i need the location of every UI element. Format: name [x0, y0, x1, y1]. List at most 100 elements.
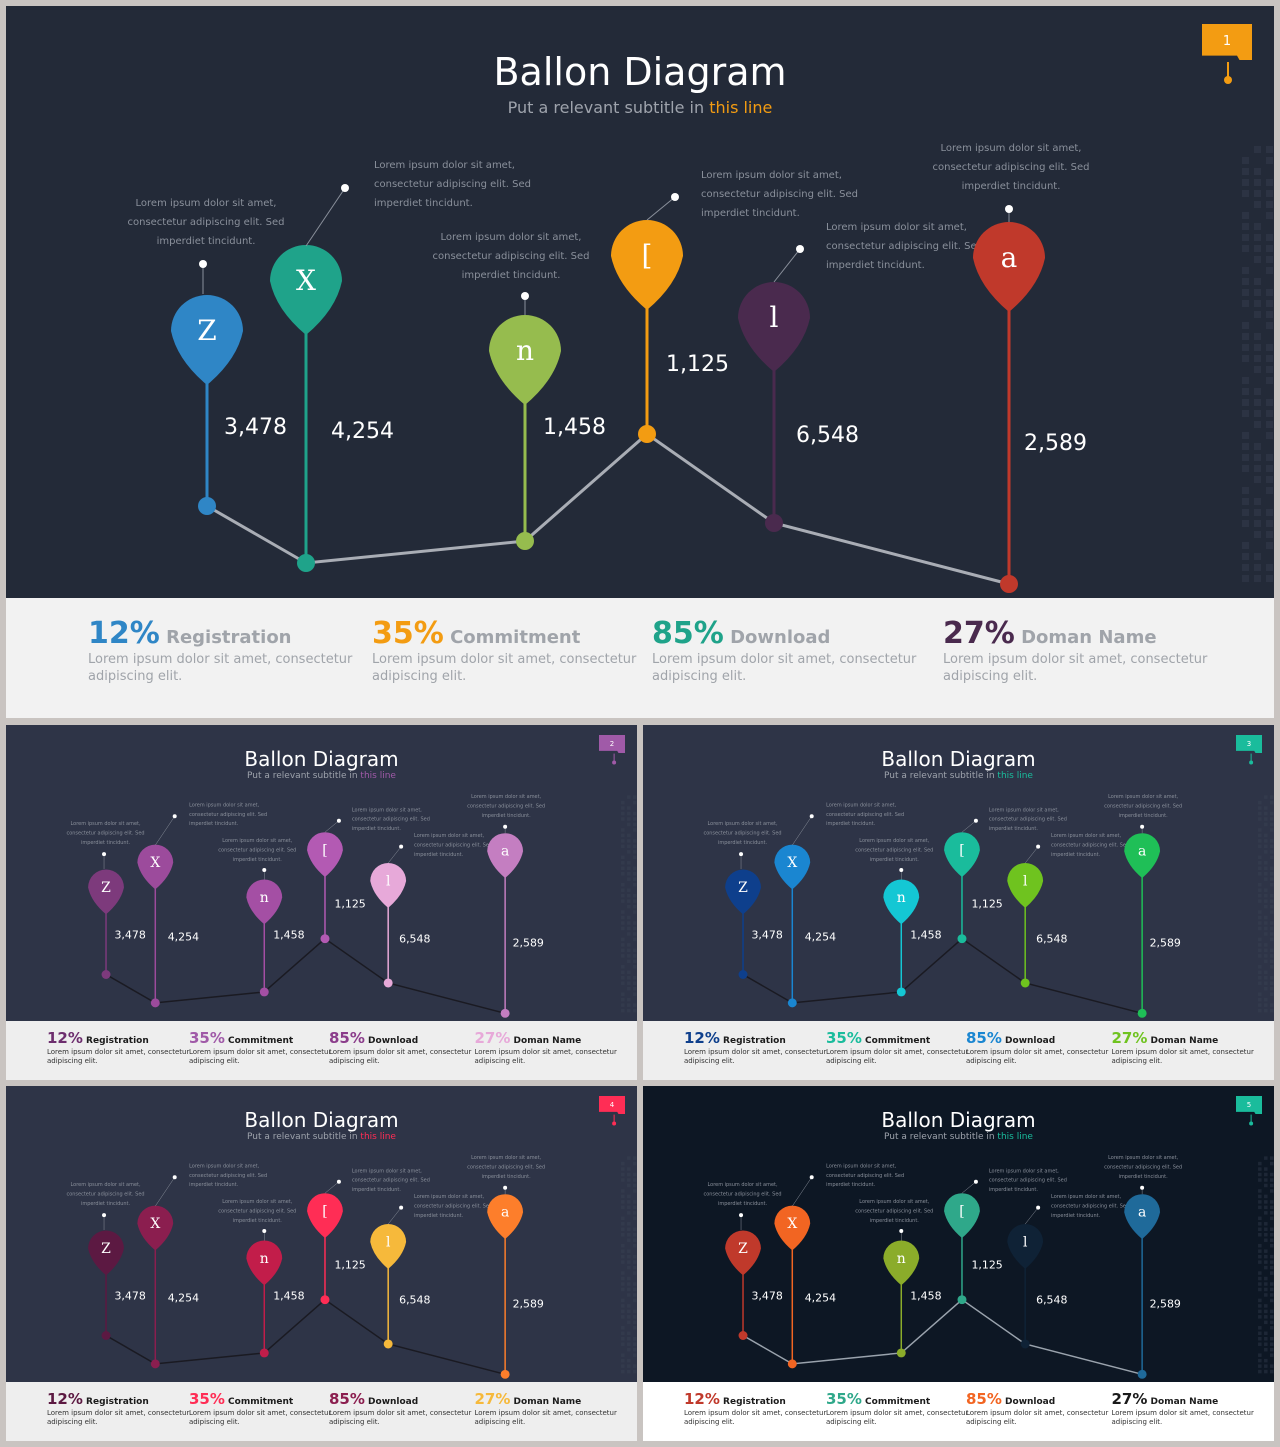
balloon-4: [Lorem ipsum dolor sit amet, consectetur …	[611, 170, 858, 443]
balloon-shape	[1124, 1194, 1161, 1239]
stat-percent: 85%	[966, 1390, 1002, 1408]
stat-description: Lorem ipsum dolor sit amet, consectetur a…	[826, 1048, 969, 1065]
value-label: 1,458	[910, 929, 941, 942]
balloon-shape	[944, 1193, 980, 1238]
balloon-4: [Lorem ipsum dolor sit amet, consectetur …	[307, 1168, 430, 1305]
slide-2: Ballon Diagram Put a relevant subtitle in…	[6, 725, 637, 1080]
balloon-5: l Lorem ipsum dolor sit amet, consectetur …	[738, 222, 983, 532]
balloon-5: l Lorem ipsum dolor sit amet, consectetur …	[370, 1194, 492, 1349]
balloon-3: n Lorem ipsum dolor sit amet, consectetur …	[855, 1199, 942, 1358]
grid-decoration	[621, 795, 637, 1013]
slide-title: Ballon Diagram	[881, 1108, 1036, 1132]
stat-label: Doman Name	[510, 1397, 582, 1407]
balloon-note: Lorem ipsum dolor sit amet, consectetur a…	[189, 802, 267, 827]
slide-number-badge: 2	[599, 735, 625, 753]
balloon-note: Lorem ipsum dolor sit amet, consectetur a…	[1104, 794, 1182, 819]
balloon-4: [Lorem ipsum dolor sit amet, consectetur …	[307, 807, 430, 944]
stat-label: Doman Name	[510, 1036, 582, 1046]
balloon-note: Lorem ipsum dolor sit amet, consectetur a…	[414, 833, 492, 858]
balloon-letter: Z	[101, 880, 111, 896]
stats-panel: 12% Registration Lorem ipsum dolor sit am…	[6, 598, 1274, 718]
stat-percent: 27%	[1111, 1390, 1148, 1408]
stat-label: Commitment	[443, 627, 581, 648]
stat-percent: 35%	[189, 1390, 225, 1408]
data-point	[320, 934, 330, 944]
value-label: 1,458	[910, 1290, 941, 1303]
balloon-6: a Lorem ipsum dolor sit amet, consectetur …	[932, 143, 1090, 593]
stat-percent: 85%	[652, 616, 724, 651]
slide-canvas: Ballon Diagram Put a relevant subtitle in…	[643, 1086, 1274, 1382]
balloon-note: Lorem ipsum dolor sit amet, consectetur a…	[826, 802, 904, 827]
slide-5: Ballon Diagram Put a relevant subtitle in…	[643, 1086, 1274, 1441]
slide-title: Ballon Diagram	[881, 747, 1036, 771]
balloon-shape	[171, 295, 243, 385]
data-point	[765, 514, 783, 532]
stat-description: Lorem ipsum dolor sit amet, consectetur a…	[189, 1048, 332, 1065]
balloon-note: Lorem ipsum dolor sit amet, consectetur a…	[432, 232, 589, 281]
stats-panel: 12% Registration Lorem ipsum dolor sit am…	[6, 1021, 637, 1080]
stat-percent: 35%	[189, 1029, 225, 1047]
stat-label: Registration	[719, 1036, 786, 1046]
stat-label: Registration	[159, 627, 292, 648]
balloon-chart: Z Lorem ipsum dolor sit amet, consectetur …	[127, 62, 1273, 593]
stat-label: Commitment	[861, 1036, 931, 1046]
stat-description: Lorem ipsum dolor sit amet, consectetur a…	[329, 1409, 472, 1426]
stat-label: Commitment	[224, 1397, 294, 1407]
balloon-shape	[725, 869, 761, 915]
data-point	[383, 1339, 393, 1349]
balloon-1: Z Lorem ipsum dolor sit amet, consectetur …	[127, 198, 287, 515]
balloon-note: Lorem ipsum dolor sit amet, consectetur a…	[67, 821, 145, 846]
value-label: 4,254	[331, 419, 394, 444]
stat-percent: 35%	[826, 1029, 862, 1047]
balloon-letter: X	[150, 1216, 160, 1232]
slide-subtitle: Put a relevant subtitle in this line	[247, 771, 396, 781]
balloon-letter: Z	[738, 1241, 748, 1257]
stat-percent: 12%	[684, 1029, 720, 1047]
value-label: 2,589	[1024, 431, 1087, 456]
balloon-chart: Z Lorem ipsum dolor sit amet, consectetur …	[67, 753, 637, 1018]
balloon-1: Z Lorem ipsum dolor sit amet, consectetur …	[704, 1182, 783, 1340]
balloon-note: Lorem ipsum dolor sit amet, consectetur a…	[374, 160, 531, 209]
slide-canvas: Ballon Diagram Put a relevant subtitle in…	[643, 725, 1274, 1021]
balloon-note: Lorem ipsum dolor sit amet, consectetur a…	[218, 838, 296, 863]
stat-commitment: 35% Commitment Lorem ipsum dolor sit amet…	[189, 1390, 331, 1427]
balloon-shape	[774, 1205, 811, 1251]
balloon-shape	[487, 1194, 524, 1239]
grid-decoration	[621, 1156, 637, 1374]
balloon-letter: [	[959, 843, 964, 859]
balloon-shape	[973, 222, 1045, 312]
stat-doman-name: 27% Doman Name Lorem ipsum dolor sit amet…	[1112, 1390, 1254, 1427]
stat-description: Lorem ipsum dolor sit amet, consectetur a…	[47, 1048, 190, 1065]
stat-description: Lorem ipsum dolor sit amet, consectetur a…	[474, 1409, 617, 1426]
value-label: 1,125	[334, 897, 365, 910]
stat-label: Commitment	[224, 1036, 294, 1046]
balloon-2: X Lorem ipsum dolor sit amet, consectetur …	[137, 1163, 267, 1369]
balloon-note: Lorem ipsum dolor sit amet, consectetur a…	[704, 1182, 782, 1207]
balloon-shape	[725, 1230, 761, 1276]
data-point	[1020, 1339, 1030, 1349]
stat-description: Lorem ipsum dolor sit amet, consectetur a…	[943, 652, 1208, 684]
stat-description: Lorem ipsum dolor sit amet, consectetur a…	[966, 1409, 1109, 1426]
stat-commitment: 35% Commitment Lorem ipsum dolor sit amet…	[826, 1390, 968, 1427]
stat-download: 85% Download Lorem ipsum dolor sit amet, …	[966, 1390, 1108, 1427]
stat-label: Doman Name	[1147, 1036, 1219, 1046]
balloon-note: Lorem ipsum dolor sit amet, consectetur a…	[352, 1168, 430, 1193]
balloon-shape	[883, 1240, 920, 1286]
balloon-shape	[1007, 863, 1044, 908]
data-point	[787, 998, 797, 1008]
stat-description: Lorem ipsum dolor sit amet, consectetur a…	[329, 1048, 472, 1065]
value-label: 4,254	[805, 931, 836, 944]
balloon-letter: n	[516, 334, 534, 367]
balloon-letter: l	[770, 301, 779, 334]
stat-description: Lorem ipsum dolor sit amet, consectetur a…	[684, 1409, 827, 1426]
balloon-note: Lorem ipsum dolor sit amet, consectetur a…	[467, 1155, 545, 1180]
value-label: 6,548	[796, 423, 859, 448]
stat-label: Download	[723, 627, 831, 648]
value-label: 4,254	[168, 1292, 199, 1305]
stat-registration: 12% Registration Lorem ipsum dolor sit am…	[47, 1029, 189, 1066]
stat-percent: 12%	[47, 1390, 83, 1408]
balloon-letter: X	[787, 1216, 797, 1232]
balloon-letter: a	[1001, 241, 1018, 274]
balloon-shape	[88, 869, 124, 915]
value-label: 1,125	[971, 897, 1002, 910]
